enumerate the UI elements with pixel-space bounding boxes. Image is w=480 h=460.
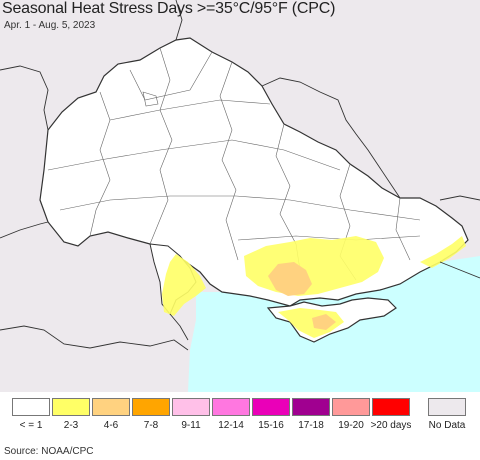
legend-swatch [212, 398, 250, 416]
legend: < = 1 2-3 4-6 7-8 9-11 12-14 15-16 17-18… [12, 398, 472, 438]
legend-label-no-data: No Data [428, 420, 466, 431]
legend-swatch [172, 398, 210, 416]
date-range: Apr. 1 - Aug. 5, 2023 [4, 20, 96, 31]
legend-label: 2-3 [63, 420, 79, 431]
heat-area-4-6 [312, 314, 336, 330]
legend-label: 15-16 [258, 420, 284, 431]
legend-label: 19-20 [338, 420, 364, 431]
legend-label: 7-8 [143, 420, 159, 431]
legend-swatch [292, 398, 330, 416]
map-title: Seasonal Heat Stress Days >=35°C/95°F (C… [2, 0, 336, 17]
legend-swatch-no-data [428, 398, 466, 416]
heat-stress-map [0, 0, 480, 392]
legend-label: >20 days [370, 420, 412, 431]
legend-swatch [252, 398, 290, 416]
legend-swatch [332, 398, 370, 416]
legend-label: < = 1 [19, 420, 43, 431]
legend-label: 4-6 [103, 420, 119, 431]
heat-area-4-6 [268, 262, 312, 296]
heat-area-2-3 [162, 254, 206, 316]
legend-label: 12-14 [218, 420, 244, 431]
source-credit: Source: NOAA/CPC [4, 446, 94, 457]
country-borders [0, 0, 480, 351]
legend-swatch [372, 398, 410, 416]
legend-swatch [132, 398, 170, 416]
legend-swatch [92, 398, 130, 416]
oblast-boundaries [47, 47, 421, 281]
legend-label: 17-18 [298, 420, 324, 431]
legend-label: 9-11 [181, 420, 201, 431]
legend-swatch [12, 398, 50, 416]
heat-area-2-3 [420, 236, 466, 268]
legend-swatch [52, 398, 90, 416]
